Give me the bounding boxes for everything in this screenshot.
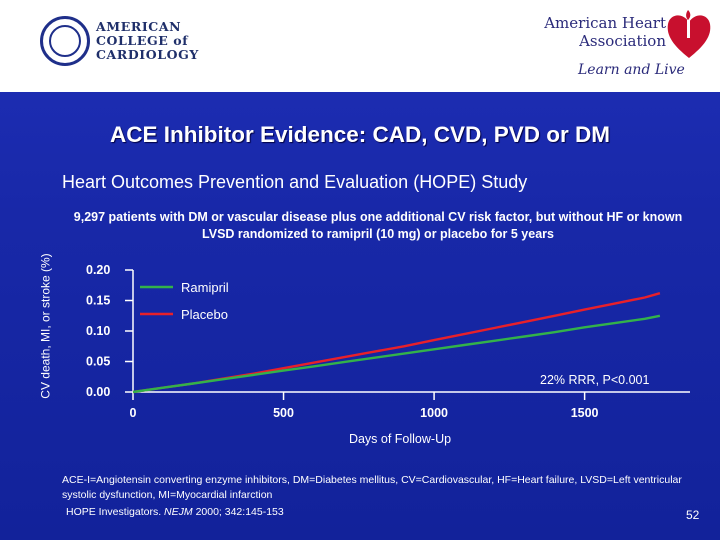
- x-tick-label: 1000: [420, 406, 448, 420]
- legend-label-ramipril: Ramipril: [181, 280, 229, 295]
- acc-name: AMERICAN COLLEGE of CARDIOLOGY: [96, 19, 199, 62]
- aha-tagline: Learn and Live: [578, 62, 685, 78]
- x-tick-label: 0: [130, 406, 137, 420]
- aha-heart-torch-icon: [667, 10, 711, 59]
- slide-subtitle: Heart Outcomes Prevention and Evaluation…: [62, 172, 528, 192]
- acc-logo: AMERICAN COLLEGE of CARDIOLOGY: [40, 14, 220, 70]
- y-tick-label: 0.15: [86, 294, 110, 308]
- abbreviations-footnote: ACE-I=Angiotensin converting enzyme inhi…: [62, 474, 682, 501]
- acc-seal-icon: [40, 16, 90, 66]
- citation-journal: NEJM: [164, 506, 193, 518]
- legend-label-placebo: Placebo: [181, 307, 228, 322]
- y-tick-label: 0.00: [86, 385, 110, 399]
- series-line-ramipril: [132, 314, 661, 394]
- chart-xlabel: Days of Follow-Up: [348, 432, 452, 446]
- citation: HOPE Investigators. NEJM 2000; 342:145-1…: [66, 506, 284, 518]
- citation-authors: HOPE Investigators.: [66, 506, 162, 518]
- y-tick-label: 0.20: [86, 263, 110, 277]
- chart-annotation: 22% RRR, P<0.001: [540, 373, 650, 387]
- y-tick-label: 0.05: [86, 355, 110, 369]
- citation-details: 2000; 342:145-153: [195, 506, 284, 518]
- x-tick-label: 1500: [571, 406, 599, 420]
- header-band: AMERICAN COLLEGE of CARDIOLOGY American …: [0, 0, 720, 92]
- x-tick-label: 500: [273, 406, 294, 420]
- aha-name: American Heart Association: [544, 14, 666, 50]
- page-number: 52: [686, 508, 700, 522]
- slide-title: ACE Inhibitor Evidence: CAD, CVD, PVD or…: [109, 122, 611, 147]
- y-tick-label: 0.10: [86, 324, 110, 338]
- study-description: 9,297 patients with DM or vascular disea…: [73, 210, 683, 241]
